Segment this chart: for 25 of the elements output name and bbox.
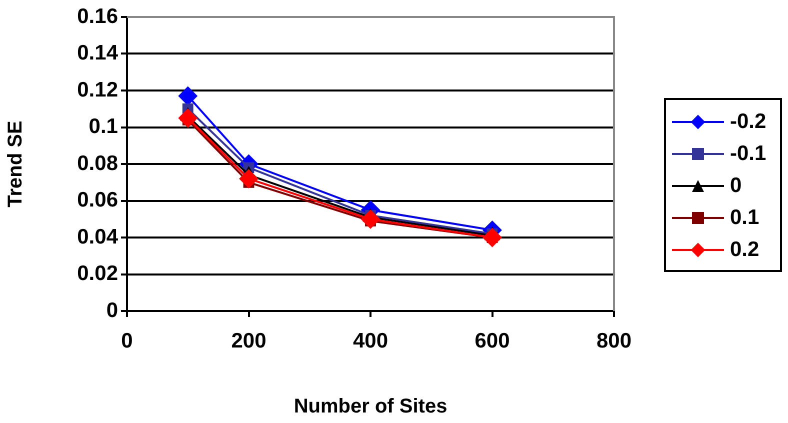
point: [482, 228, 502, 247]
x-tick-label: 0: [121, 329, 133, 352]
legend-label: 0.2: [730, 238, 760, 262]
y-tick-label: 0.04: [77, 225, 118, 248]
y-tick-label: 0.14: [77, 42, 118, 65]
legend-label: 0.1: [730, 206, 760, 230]
legend-label: 0: [730, 174, 742, 198]
x-tick-label: 200: [231, 329, 266, 352]
x-tick-label: 800: [596, 329, 632, 352]
y-tick-label: 0: [106, 298, 118, 322]
point: [178, 108, 198, 128]
legend-label: -0.2: [730, 110, 766, 134]
y-tick-label: 0.08: [77, 152, 118, 175]
point: [239, 169, 258, 188]
y-axis-title: Trend SE: [4, 120, 27, 208]
y-tick-label: 0.1: [88, 115, 118, 138]
x-axis-title: Number of Sites: [294, 396, 448, 418]
point: [361, 210, 380, 229]
y-tick-label: 0.16: [77, 4, 118, 28]
y-tick-label: 0.06: [77, 188, 118, 212]
y-tick-label: 0.02: [77, 262, 118, 286]
x-tick-label: 400: [352, 329, 388, 352]
legend-label: -0.1: [730, 142, 766, 166]
y-tick-label: 0.12: [77, 78, 118, 102]
x-tick-label: 600: [474, 329, 510, 352]
